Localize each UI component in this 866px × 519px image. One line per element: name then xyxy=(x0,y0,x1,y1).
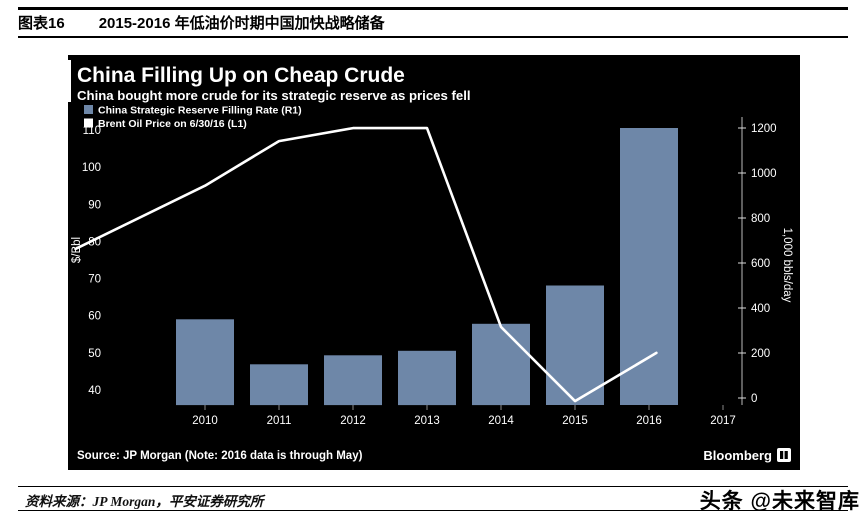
plot-area: 2010 2011 2012 2013 2014 2015 2016 2017 40 50 60 70… xyxy=(74,117,777,427)
chart-source-note: Source: JP Morgan (Note: 2016 data is th… xyxy=(77,450,363,462)
chart-title: China Filling Up on Cheap Crude xyxy=(77,64,405,87)
right-axis-tick-label: 0 xyxy=(751,393,757,405)
x-axis-tick-label: 2017 xyxy=(710,415,736,427)
source-attribution: 资料来源：JP Morgan，平安证券研究所 xyxy=(25,494,264,509)
chart-subtitle: China bought more crude for its strategi… xyxy=(77,88,471,103)
reserve-filling-bar-2013 xyxy=(398,350,456,406)
bloomberg-chart-panel: China Filling Up on Cheap Crude China bo… xyxy=(68,55,800,470)
left-axis-tick-label: 110 xyxy=(83,125,101,137)
x-axis-tick-label: 2011 xyxy=(267,415,292,427)
x-axis-tick-label: 2015 xyxy=(562,415,588,427)
reserve-filling-bar-2011 xyxy=(250,364,308,406)
reserve-filling-bar-2010 xyxy=(176,319,234,406)
left-axis-tick-label: 40 xyxy=(88,385,101,397)
reserve-filling-bar-2012 xyxy=(324,355,382,406)
right-axis-tick-label: 800 xyxy=(751,213,770,225)
left-axis-tick-label: 90 xyxy=(88,199,101,211)
toutiao-watermark: 头条 @未来智库 xyxy=(699,490,860,513)
reserve-filling-bar-2015 xyxy=(546,285,604,405)
left-axis-tick-label: 60 xyxy=(88,311,101,323)
left-axis-title: $/Bbl xyxy=(71,237,83,263)
left-axis-tick-label: 50 xyxy=(88,348,101,360)
x-axis-tick-label: 2016 xyxy=(636,415,662,427)
bloomberg-wordmark: Bloomberg xyxy=(703,448,772,463)
left-axis-tick-label: 100 xyxy=(82,162,101,174)
figure-label: 图表16 xyxy=(18,15,65,32)
x-axis-tick-label: 2010 xyxy=(192,415,218,427)
title-accent-bar xyxy=(68,60,71,102)
x-axis-tick-label: 2013 xyxy=(414,415,440,427)
right-axis-tick-label: 1200 xyxy=(751,123,777,135)
header-underline xyxy=(18,36,848,38)
right-axis-tick-label: 600 xyxy=(751,258,770,270)
chart-canvas: China Filling Up on Cheap Crude China bo… xyxy=(68,55,800,470)
right-axis-tick-label: 1000 xyxy=(751,168,777,180)
legend-label: Brent Oil Price on 6/30/16 (L1) xyxy=(98,118,247,130)
reserve-filling-bar-2016 xyxy=(620,128,678,405)
bloomberg-logo-mark xyxy=(780,451,784,459)
top-rule xyxy=(18,7,848,10)
chart-legend: China Strategic Reserve Filling Rate (R1… xyxy=(84,105,302,130)
x-axis-tick-label: 2012 xyxy=(340,415,366,427)
bloomberg-logo-icon xyxy=(777,448,791,462)
right-axis-tick-label: 400 xyxy=(751,303,770,315)
figure-title: 2015-2016 年低油价时期中国加快战略储备 xyxy=(98,15,385,32)
footer-bottom-rule xyxy=(18,510,848,511)
legend-swatch xyxy=(84,105,93,114)
legend-label: China Strategic Reserve Filling Rate (R1… xyxy=(98,105,302,117)
legend-swatch xyxy=(84,118,93,128)
bloomberg-logo-mark xyxy=(784,451,788,459)
left-axis-tick-label: 70 xyxy=(88,274,101,286)
reserve-filling-bar-2014 xyxy=(472,323,530,406)
right-axis-tick-label: 200 xyxy=(751,348,770,360)
x-axis-tick-label: 2014 xyxy=(488,415,514,427)
brent-oil-price-line xyxy=(74,126,658,403)
figure-header: 图表16 2015-2016 年低油价时期中国加快战略储备 xyxy=(18,12,385,33)
bloomberg-logo-box xyxy=(777,448,791,462)
right-axis-title: 1,000 bbls/day xyxy=(781,228,793,303)
footer-top-rule xyxy=(18,486,848,487)
